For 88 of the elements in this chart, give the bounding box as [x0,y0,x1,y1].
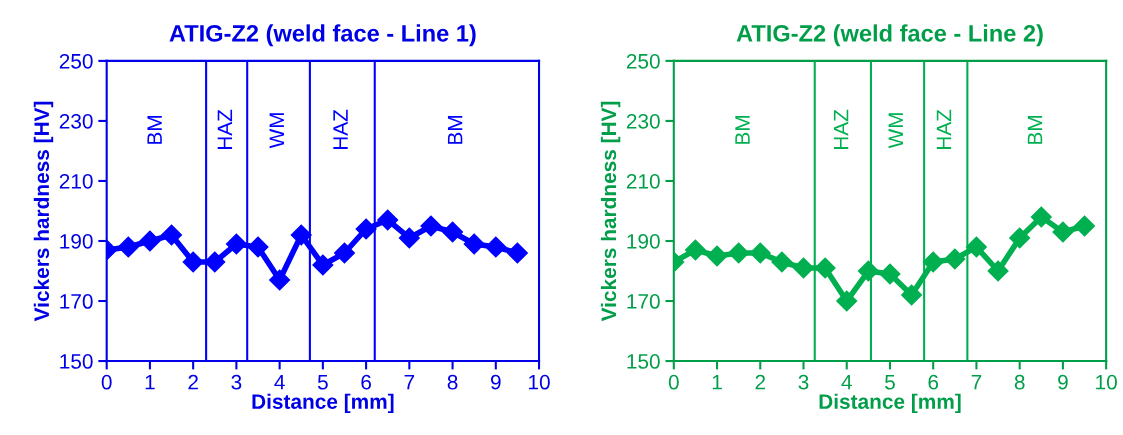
point [1052,221,1074,243]
x-tick-label: 5 [885,375,895,390]
annotation: HAZ [936,109,952,150]
y-tick-label: 150 [60,354,93,369]
point [987,260,1009,282]
x-axis-title: Distance [mm] [252,393,394,414]
x-tick-label: 4 [841,375,852,390]
x-tick-label: 7 [404,375,415,390]
annotation: BM [147,116,162,144]
point [857,260,879,282]
point [355,218,377,240]
annotation: WM [888,113,903,149]
x-tick-label: 6 [361,374,371,390]
y-tick-label: 210 [626,173,660,189]
point [204,251,226,273]
point [139,230,161,252]
point [879,263,901,285]
x-tick-label: 7 [971,375,982,390]
point [814,257,836,279]
y-tick-label: 230 [59,113,93,129]
x-tick-label: 10 [1096,374,1117,390]
point [463,233,485,255]
y-tick-label: 210 [59,173,93,189]
x-tick-label: 2 [755,374,766,390]
point [1009,227,1031,249]
y-tick-label: 250 [626,53,660,69]
chart-title: ATIG-Z2 (weld face - Line 2) [736,24,1043,47]
x-tick-label: 10 [529,374,550,390]
x-tick-label: 1 [145,375,155,390]
point [485,236,507,258]
y-tick-label: 150 [627,354,660,369]
point [506,242,528,264]
x-tick-label: 0 [101,374,112,390]
point [182,251,204,273]
y-tick-label: 190 [627,233,660,249]
point [944,248,966,270]
point [965,236,987,258]
x-tick-label: 8 [447,374,458,390]
y-axis-title: Vickers hardness [HV] [600,101,621,322]
point [117,236,139,258]
point [225,233,247,255]
point [836,290,858,312]
point [312,254,334,276]
point [771,251,793,273]
point [161,224,183,246]
x-tick-label: 1 [712,375,722,390]
x-axis-title: Distance [mm] [819,393,961,414]
point [269,269,291,291]
x-tick-label: 6 [928,374,939,390]
annotation: BM [447,116,463,144]
chart-title: ATIG-Z2 (weld face - Line 1) [169,24,476,47]
x-tick-label: 9 [490,374,501,390]
point [749,242,771,264]
point [901,284,923,306]
y-tick-label: 190 [60,233,93,249]
x-tick-label: 9 [1058,374,1068,390]
annotation: HAZ [833,109,849,150]
point [1074,215,1096,237]
x-tick-label: 2 [188,374,198,390]
point [333,242,355,264]
point [377,209,399,231]
point [706,245,728,267]
x-tick-label: 5 [317,375,328,390]
annotation: HAZ [333,109,348,150]
point [290,224,312,246]
y-tick-label: 170 [60,294,93,309]
y-axis-title: Vickers hardness [HV] [33,101,54,322]
annotation: BM [735,116,750,144]
point [728,242,750,264]
y-tick-label: 170 [627,294,660,309]
y-tick-label: 230 [626,113,660,129]
annotation: HAZ [217,109,233,150]
x-tick-label: 4 [274,375,285,390]
point [420,215,442,237]
x-tick-label: 3 [231,374,242,390]
point [684,239,706,261]
x-tick-label: 0 [668,374,679,390]
annotation: BM [1027,116,1043,144]
point [922,251,944,273]
point [1030,206,1052,228]
point [398,227,420,249]
point [442,221,464,243]
x-tick-label: 8 [1014,374,1025,390]
x-tick-label: 3 [798,374,809,390]
annotation: WM [269,113,284,149]
point [247,236,269,258]
point [792,257,815,279]
y-tick-label: 250 [59,53,93,69]
